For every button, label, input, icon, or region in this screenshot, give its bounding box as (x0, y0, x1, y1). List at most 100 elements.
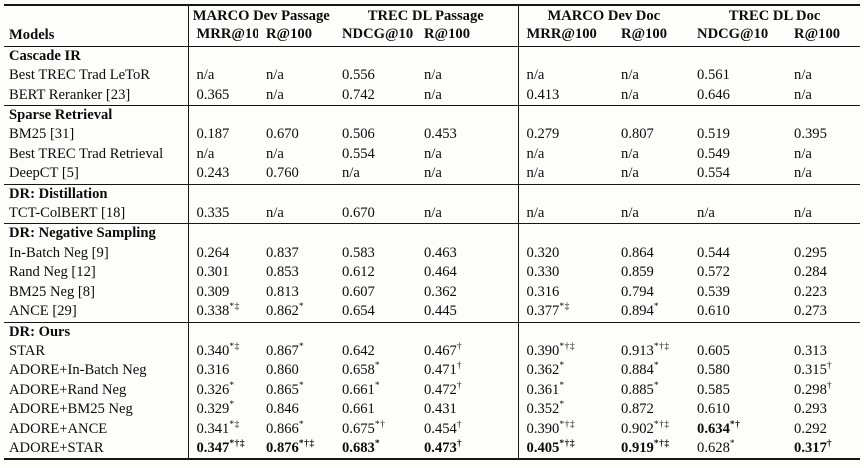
metric-cell: n/a (621, 86, 639, 103)
metric-header-r100-doc-trec: R@100 (794, 26, 841, 43)
empty-cell (786, 105, 861, 126)
metric-header-row: MRR@10 R@100 NDCG@10 R@100 MRR@100 R@100… (4, 25, 860, 47)
model-name-cell: ADORE+ANCE (9, 420, 108, 437)
metric-cell: 0.902*†‡ (621, 419, 670, 437)
group-header-marco-dev-passage: MARCO Dev Passage (187, 5, 334, 26)
metric-cell: 0.295 (794, 244, 827, 261)
model-name-cell: ADORE+Rand Neg (9, 381, 127, 398)
metric-cell: n/a (424, 145, 442, 162)
group-header-trec-dl-doc: TREC DL Doc (728, 8, 821, 24)
empty-cell (613, 183, 690, 205)
metric-cell: 0.610 (697, 401, 730, 418)
metric-cell: n/a (517, 164, 614, 185)
significance-marker: * (374, 380, 381, 391)
metric-cell: 0.365 (187, 85, 258, 106)
metric-cell: n/a (187, 66, 258, 86)
empty-cell (187, 45, 258, 67)
significance-marker: † (456, 342, 463, 353)
model-row: In-Batch Neg [9] 0.264 0.837 0.583 0.463 0.32… (4, 243, 860, 264)
metric-header-r100-passage-trec: R@100 (424, 26, 471, 43)
metric-cell: n/a (266, 86, 284, 103)
metric-cell: 0.549 (697, 145, 730, 162)
metric-cell: 0.556 (342, 67, 375, 84)
metric-cell: 0.837 (266, 244, 299, 261)
metric-cell: n/a (342, 165, 360, 182)
section-title: Sparse Retrieval (4, 105, 188, 126)
significance-marker: * (653, 361, 660, 372)
metric-cell: n/a (424, 165, 442, 182)
metric-cell: n/a (794, 145, 812, 162)
significance-marker: *‡ (229, 419, 240, 430)
empty-cell (517, 183, 614, 205)
significance-marker: *‡ (229, 302, 240, 313)
metric-cell: 0.317† (794, 439, 833, 456)
metric-cell: 0.362* (517, 361, 614, 381)
section-header-row: Sparse Retrieval (4, 105, 861, 126)
metric-cell: 0.919*†‡ (621, 439, 670, 456)
empty-cell (613, 45, 690, 67)
empty-cell (416, 223, 519, 244)
metric-cell: 0.390*†‡ (517, 419, 614, 439)
metric-cell: 0.794 (621, 283, 654, 300)
model-row: BERT Reranker [23] 0.365 n/a 0.742 n/a 0.413 n… (4, 85, 860, 106)
metric-cell: n/a (621, 165, 639, 182)
model-row: TCT-ColBERT [18] 0.335 n/a 0.670 n/a n/a n/a n/… (4, 204, 860, 224)
model-row: ADORE+BM25 Neg 0.329* 0.846 0.661 0.431 0.352… (4, 400, 860, 420)
metric-cell: n/a (697, 205, 715, 222)
metric-header-r100-doc-dev: R@100 (621, 26, 668, 43)
metric-cell: n/a (794, 86, 812, 103)
metric-cell: 0.279 (517, 125, 614, 145)
metric-header-ndcg10-doc: NDCG@10 (697, 26, 769, 43)
significance-marker: † (826, 361, 833, 372)
metric-cell: 0.572 (697, 264, 730, 281)
metric-cell: 0.885* (621, 380, 660, 398)
section-header-row: DR: Ours (4, 321, 861, 342)
metric-cell: 0.646 (697, 86, 730, 103)
metric-cell: 0.316 (187, 361, 258, 381)
metric-cell: 0.284 (794, 264, 827, 281)
table-header: Models MARCO Dev Passage TREC DL Passage… (4, 5, 860, 47)
metric-header-r100-passage-dev: R@100 (266, 26, 313, 43)
metric-cell: 0.293 (794, 401, 827, 418)
metric-cell: 0.853 (266, 264, 299, 281)
metric-cell: 0.352* (517, 400, 614, 420)
model-name-cell: Best TREC Trad Retrieval (9, 145, 164, 162)
empty-cell (517, 45, 614, 67)
model-name-cell: Rand Neg [12] (9, 264, 96, 281)
significance-marker: † (826, 380, 833, 391)
metric-cell: 0.846 (266, 401, 299, 418)
metric-cell: 0.607 (342, 283, 375, 300)
metric-cell: 0.539 (697, 283, 730, 300)
empty-cell (258, 223, 334, 244)
significance-marker: * (653, 380, 660, 391)
empty-cell (258, 105, 334, 126)
metric-cell: 0.341*‡ (187, 419, 258, 439)
metric-cell: 0.865* (266, 380, 305, 398)
metric-cell: 0.580 (697, 362, 730, 379)
empty-cell (689, 223, 787, 244)
model-row: ADORE+Rand Neg 0.326* 0.865* 0.661* 0.472† 0.… (4, 380, 860, 401)
significance-marker: *†‡ (559, 342, 576, 353)
model-row: Best TREC Trad LeToR n/a n/a 0.556 n/a n/a n/a… (4, 66, 860, 86)
metric-cell: 0.467† (424, 342, 463, 359)
metric-cell: 0.313 (794, 342, 827, 359)
metric-cell: 0.610 (697, 303, 730, 320)
metric-header-mrr10: MRR@10 (187, 25, 258, 47)
metric-cell: 0.675*† (342, 419, 386, 437)
metric-cell: 0.864 (621, 244, 654, 261)
model-row: ADORE+ANCE 0.341*‡ 0.866* 0.675*† 0.454† 0.39… (4, 419, 860, 439)
metric-cell: 0.292 (794, 420, 827, 437)
metric-cell: 0.471† (424, 361, 463, 379)
metric-cell: n/a (621, 67, 639, 84)
metric-cell: n/a (794, 67, 812, 84)
model-row: Best TREC Trad Retrieval n/a n/a 0.554 n/a n/… (4, 144, 860, 165)
metric-cell: 0.867* (266, 342, 305, 359)
metric-cell: n/a (266, 67, 284, 84)
metric-cell: 0.628* (697, 439, 736, 456)
metric-cell: 0.760 (266, 165, 299, 182)
metric-header-mrr100: MRR@100 (517, 25, 614, 47)
model-name-cell: DeepCT [5] (9, 165, 79, 182)
metric-cell: 0.340*‡ (187, 341, 258, 362)
metric-cell: 0.807 (621, 126, 654, 143)
